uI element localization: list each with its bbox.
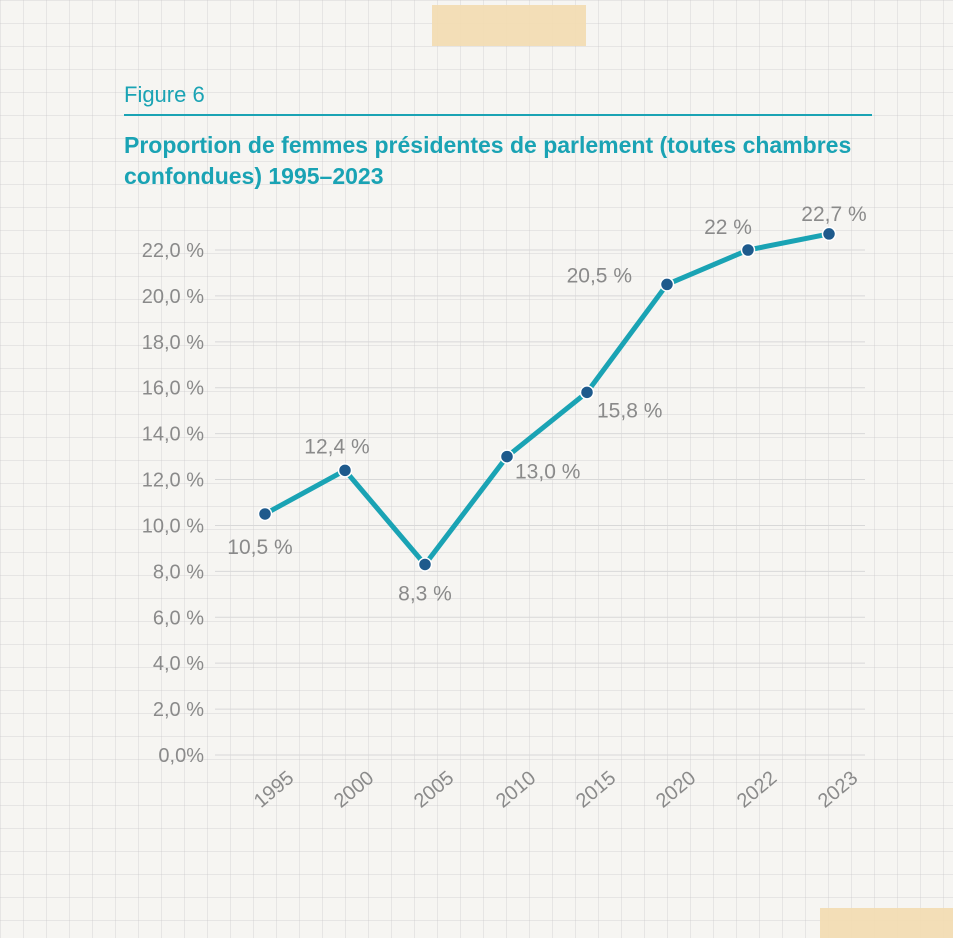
data-point	[417, 557, 433, 572]
y-tick-label: 16,0 %	[142, 378, 204, 400]
y-tick-label: 4,0 %	[153, 653, 204, 675]
y-tick-label: 6,0 %	[153, 607, 204, 629]
y-tick-label: 20,0 %	[142, 286, 204, 308]
chart-title: Proportion de femmes présidentes de parl…	[124, 132, 852, 189]
data-label: 22 %	[704, 216, 752, 239]
data-point	[740, 242, 756, 258]
title-rule	[124, 114, 872, 116]
data-label: 13,0 %	[515, 461, 580, 484]
x-tick-label: 2020	[652, 767, 700, 812]
y-tick-label: 12,0 %	[142, 470, 204, 492]
y-tick-label: 2,0 %	[153, 699, 204, 721]
data-point	[579, 385, 595, 400]
x-tick-label: 2022	[733, 767, 781, 812]
data-point	[821, 226, 837, 242]
data-point	[499, 449, 515, 464]
y-tick-label: 18,0 %	[142, 332, 204, 354]
tape-bottom	[820, 908, 953, 938]
y-tick-label: 22,0 %	[142, 240, 204, 262]
data-label: 12,4 %	[304, 435, 369, 458]
figure-label: Figure 6	[124, 82, 205, 107]
data-point	[337, 463, 353, 478]
data-label: 22,7 %	[801, 203, 866, 226]
data-label: 10,5 %	[227, 536, 292, 559]
x-tick-label: 2015	[572, 767, 620, 812]
data-label: 8,3 %	[398, 582, 452, 605]
y-tick-label: 10,0 %	[142, 515, 204, 537]
y-tick-label: 14,0 %	[142, 424, 204, 446]
data-label: 20,5 %	[567, 264, 632, 287]
data-label: 15,8 %	[597, 399, 662, 422]
data-point	[257, 506, 273, 522]
series-line	[262, 231, 832, 567]
x-tick-label: 2010	[492, 767, 540, 812]
y-tick-label: 8,0 %	[153, 561, 204, 583]
data-point	[659, 277, 675, 292]
x-tick-label: 2000	[330, 767, 378, 812]
tape-top	[432, 5, 586, 46]
x-tick-label: 2005	[410, 767, 458, 812]
y-tick-label: 0,0%	[158, 745, 204, 767]
x-tick-label: 1995	[250, 767, 298, 812]
x-tick-label: 2023	[814, 767, 862, 812]
